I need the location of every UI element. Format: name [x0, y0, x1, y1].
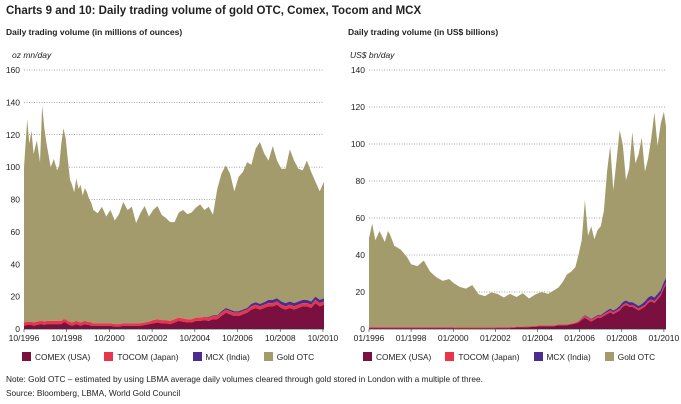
chart-1-x-tick-label: 10/2002	[137, 333, 168, 343]
chart-2-y-tick-label: 100	[351, 139, 365, 149]
source-line: Source: Bloomberg, LBMA, World Gold Coun…	[6, 388, 181, 398]
chart-1-area-comex-usa	[24, 303, 324, 329]
chart-2-legend: COMEX (USA) TOCOM (Japan) MCX (India) Gold …	[363, 351, 669, 362]
chart-2-subtitle: Daily trading volume (in US$ billions)	[348, 27, 499, 37]
chart-2-plot: 0 20 40 60 80 100 120 140 01/1996 01/1998 01/2000 0…	[351, 65, 680, 343]
chart-1-legend: COMEX (USA) TOCOM (Japan) MCX (India) Gold …	[22, 351, 328, 362]
chart-2-y-tick-label: 40	[356, 250, 366, 260]
chart-2-legend-item-tocom-japan: TOCOM (Japan)	[445, 351, 520, 362]
chart-2-x-tick-label: 01/2006	[564, 333, 595, 343]
chart-1-y-tick-label: 100	[6, 162, 20, 172]
chart-2-legend-label: Gold OTC	[617, 351, 656, 362]
footnote: Note: Gold OTC – estimated by using LBMA…	[6, 374, 483, 384]
chart-2-y-tick-label: 140	[351, 65, 365, 75]
chart-2-legend-swatch	[363, 351, 372, 361]
chart-1-legend-item-tocom-japan: TOCOM (Japan)	[104, 351, 179, 362]
chart-1-x-tick-label: 10/2000	[94, 333, 125, 343]
chart-2-x-tick-label: 01/2002	[480, 333, 511, 343]
chart-1-legend-label: MCX (India)	[205, 351, 250, 362]
chart-1-legend-swatch	[104, 351, 114, 361]
chart-2-y-tick-label: 0	[360, 324, 365, 334]
chart-2-x-tick-label: 01/1996	[354, 333, 385, 343]
chart-2-legend-swatch	[445, 351, 455, 361]
page-title: Charts 9 and 10: Daily trading volume of…	[6, 5, 422, 17]
chart-1-y-unit: oz mn/day	[12, 50, 52, 60]
chart-2-x-tick-label: 01/1998	[396, 333, 427, 343]
chart-2-legend-swatch	[533, 351, 543, 361]
chart-1-y-tick-label: 60	[11, 227, 21, 237]
chart-2-x-tick-label: 01/2004	[522, 333, 553, 343]
chart-2-legend-item-gold-otc: Gold OTC	[604, 351, 656, 362]
chart-2-area-gold-otc	[369, 111, 666, 328]
chart-1-area-gold-otc	[24, 105, 324, 325]
chart-1-legend-label: Gold OTC	[276, 351, 315, 362]
chart-2-y-tick-label: 20	[356, 287, 366, 297]
chart-1-y-tick-label: 120	[6, 130, 20, 140]
chart-1-x-tick-label: 10/2004	[179, 333, 210, 343]
chart-1-legend-swatch	[263, 351, 273, 361]
chart-1-x-tick-label: 10/2008	[265, 333, 296, 343]
chart-1-legend-item-gold-otc: Gold OTC	[263, 351, 315, 362]
chart-2-x-tick-label: 01/2000	[438, 333, 469, 343]
chart-1-legend-swatch	[192, 351, 202, 361]
chart-1-plot: 0 20 40 60 80 100 120 140 160 10/1996 10/1998 10/20…	[6, 65, 339, 343]
chart-2-legend-swatch	[604, 351, 614, 361]
chart-1-area-tocom-japan	[24, 299, 324, 327]
chart-2-legend-label: MCX (India)	[546, 351, 591, 362]
chart-1-x-tick-label: 10/2006	[222, 333, 253, 343]
chart-2-legend-label: TOCOM (Japan)	[458, 351, 520, 362]
chart-1-y-tick-label: 20	[11, 292, 21, 302]
chart-2-x-tick-label: 01/2008	[606, 333, 637, 343]
chart-1-y-tick-label: 0	[15, 324, 20, 334]
chart-1-legend-label: TOCOM (Japan)	[117, 351, 179, 362]
chart-2-y-tick-label: 80	[356, 176, 366, 186]
chart-1-y-tick-label: 160	[6, 65, 20, 75]
chart-2-y-unit: US$ bn/day	[350, 50, 395, 60]
chart-2-y-tick-label: 60	[356, 213, 366, 223]
chart-1-legend-item-mcx-india: MCX (India)	[192, 351, 250, 362]
chart-2-area-comex-usa	[369, 284, 666, 329]
chart-2-x-tick-label: 01/2010	[649, 333, 680, 343]
chart-1-legend-label: COMEX (USA)	[35, 351, 91, 362]
chart-2-legend-label: COMEX (USA)	[376, 351, 432, 362]
chart-1-x-tick-label: 10/1998	[51, 333, 82, 343]
chart-1-y-tick-label: 40	[11, 259, 21, 269]
chart-1-y-tick-label: 80	[11, 195, 21, 205]
chart-1-legend-item-comex-usa: COMEX (USA)	[22, 351, 91, 362]
chart-1-y-tick-label: 140	[6, 97, 20, 107]
chart-1-x-tick-label: 10/2010	[308, 333, 339, 343]
chart-1-subtitle: Daily trading volume (in millions of oun…	[6, 27, 183, 37]
chart-1-x-tick-label: 10/1996	[9, 333, 40, 343]
chart-2-y-tick-label: 120	[351, 102, 365, 112]
chart-2-legend-item-comex-usa: COMEX (USA)	[363, 351, 432, 362]
chart-2-legend-item-mcx-india: MCX (India)	[533, 351, 591, 362]
chart-1-legend-swatch	[22, 351, 31, 361]
